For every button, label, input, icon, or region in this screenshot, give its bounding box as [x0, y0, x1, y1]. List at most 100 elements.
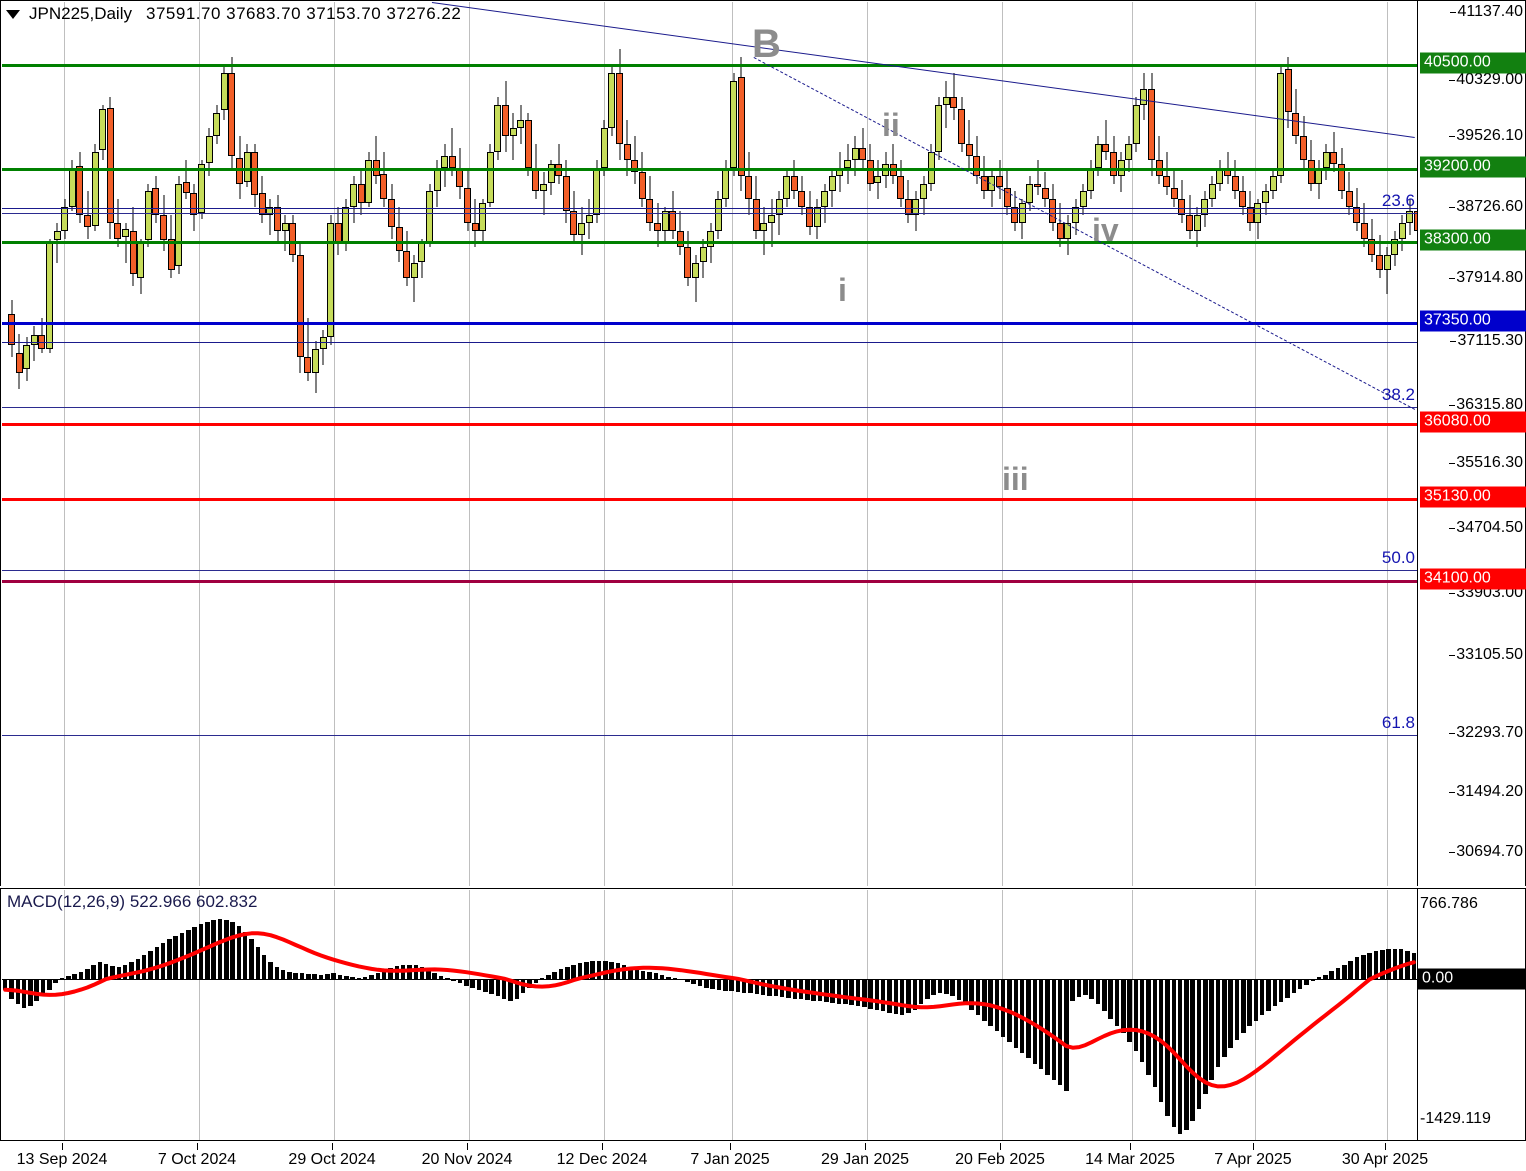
candlestick [1178, 2, 1186, 886]
macd-histogram-bar [584, 962, 589, 979]
candlestick [1284, 2, 1292, 886]
candlestick [1315, 2, 1323, 886]
macd-histogram-bar [91, 965, 96, 979]
price-level-label[interactable]: 34100.00 [1420, 568, 1526, 590]
level-line-35130.00 [2, 498, 1417, 501]
candle-body [1056, 223, 1064, 239]
candlestick [676, 2, 684, 886]
candlestick [122, 2, 129, 886]
candle-wick [284, 215, 286, 251]
candlestick [616, 2, 623, 886]
candlestick [410, 2, 418, 886]
candle-body [182, 182, 190, 194]
candlestick [1193, 2, 1201, 886]
candle-body [768, 215, 775, 223]
macd-histogram-bar [1152, 979, 1158, 1088]
candlestick [1018, 2, 1026, 886]
candlestick [114, 2, 122, 886]
fib-line-50.0 [2, 570, 1417, 571]
macd-histogram-bar [495, 979, 501, 997]
candle-body [707, 230, 715, 247]
macd-histogram-bar [988, 979, 993, 1026]
macd-histogram-bar [287, 972, 292, 979]
macd-histogram-bar [1038, 979, 1044, 1070]
candle-body [1110, 152, 1117, 176]
macd-histogram-bar [1266, 979, 1271, 1011]
candlestick [464, 2, 471, 886]
macd-histogram-bar [1342, 964, 1347, 979]
candlestick [1155, 2, 1163, 886]
candle-body [1178, 199, 1186, 216]
candle-wick [945, 80, 947, 129]
candlestick [927, 2, 935, 886]
price-tick: 37115.30 [1450, 332, 1526, 350]
candlestick [1041, 2, 1049, 886]
tick-dash [1449, 136, 1456, 137]
candlestick [669, 2, 677, 886]
macd-histogram-bar [849, 979, 854, 1005]
tick-dash [1449, 207, 1456, 208]
candlestick [646, 2, 654, 886]
macd-histogram-bar [362, 977, 368, 979]
candlestick [144, 2, 152, 886]
price-level-label[interactable]: 39200.00 [1420, 156, 1526, 178]
price-tick: 32293.70 [1449, 724, 1526, 742]
candle-body [274, 207, 281, 231]
candle-body [532, 167, 540, 192]
triangle-down-icon[interactable] [6, 9, 20, 19]
candlestick [1262, 2, 1269, 886]
macd-histogram-bar [1057, 979, 1063, 1086]
price-level-label[interactable]: 36080.00 [1420, 411, 1526, 433]
macd-histogram-bar [672, 978, 678, 979]
candle-body [258, 193, 266, 216]
candle-body [1064, 223, 1072, 239]
candle-body [327, 223, 335, 338]
macd-histogram-bar [1380, 950, 1385, 979]
price-level-label[interactable]: 38300.00 [1420, 229, 1526, 251]
candlestick [1148, 2, 1155, 886]
candle-wick [117, 199, 119, 247]
macd-plot-area[interactable] [2, 890, 1417, 1141]
candle-body [1049, 199, 1057, 223]
candle-body [410, 262, 418, 279]
fib-label-61.8: 61.8 [1381, 713, 1415, 732]
macd-histogram-bar [963, 979, 968, 1005]
candlestick [342, 2, 350, 886]
candlestick [220, 2, 228, 886]
tick-dash [1449, 405, 1456, 406]
candle-body [1300, 136, 1307, 160]
candlestick [1224, 2, 1231, 886]
candle-body [190, 193, 198, 216]
candle-body [1383, 254, 1391, 271]
fib-line-38.2 [2, 407, 1417, 408]
chart-header: JPN225,Daily 37591.70 37683.70 37153.70 … [6, 3, 461, 25]
candle-body [638, 171, 646, 200]
candle-body [547, 163, 555, 184]
price-level-label[interactable]: 37350.00 [1420, 310, 1526, 332]
price-level-label[interactable]: 40500.00 [1420, 52, 1526, 74]
candlestick [418, 2, 426, 886]
price-level-label[interactable]: 35130.00 [1420, 486, 1526, 508]
candlestick [479, 2, 487, 886]
candlestick [99, 2, 107, 886]
candle-body [585, 215, 593, 223]
candle-body [760, 223, 768, 231]
x-axis-label: 30 Apr 2025 [1341, 1151, 1429, 1168]
candle-body [524, 120, 532, 168]
candlestick [167, 2, 175, 886]
macd-histogram-bar [1095, 979, 1101, 1005]
macd-histogram-bar [217, 919, 223, 979]
candle-body [1186, 215, 1193, 231]
candle-body [737, 77, 745, 176]
macd-tick: -1429.119 [1420, 1110, 1491, 1127]
price-tick: 35516.30 [1449, 454, 1526, 472]
macd-histogram-bar [685, 979, 690, 982]
macd-histogram-bar [906, 979, 911, 1014]
candle-body [980, 175, 988, 192]
candlestick [752, 2, 760, 886]
candle-body [578, 223, 585, 235]
macd-histogram-bar [621, 965, 627, 979]
candlestick [1277, 2, 1285, 886]
candle-body [965, 144, 973, 156]
